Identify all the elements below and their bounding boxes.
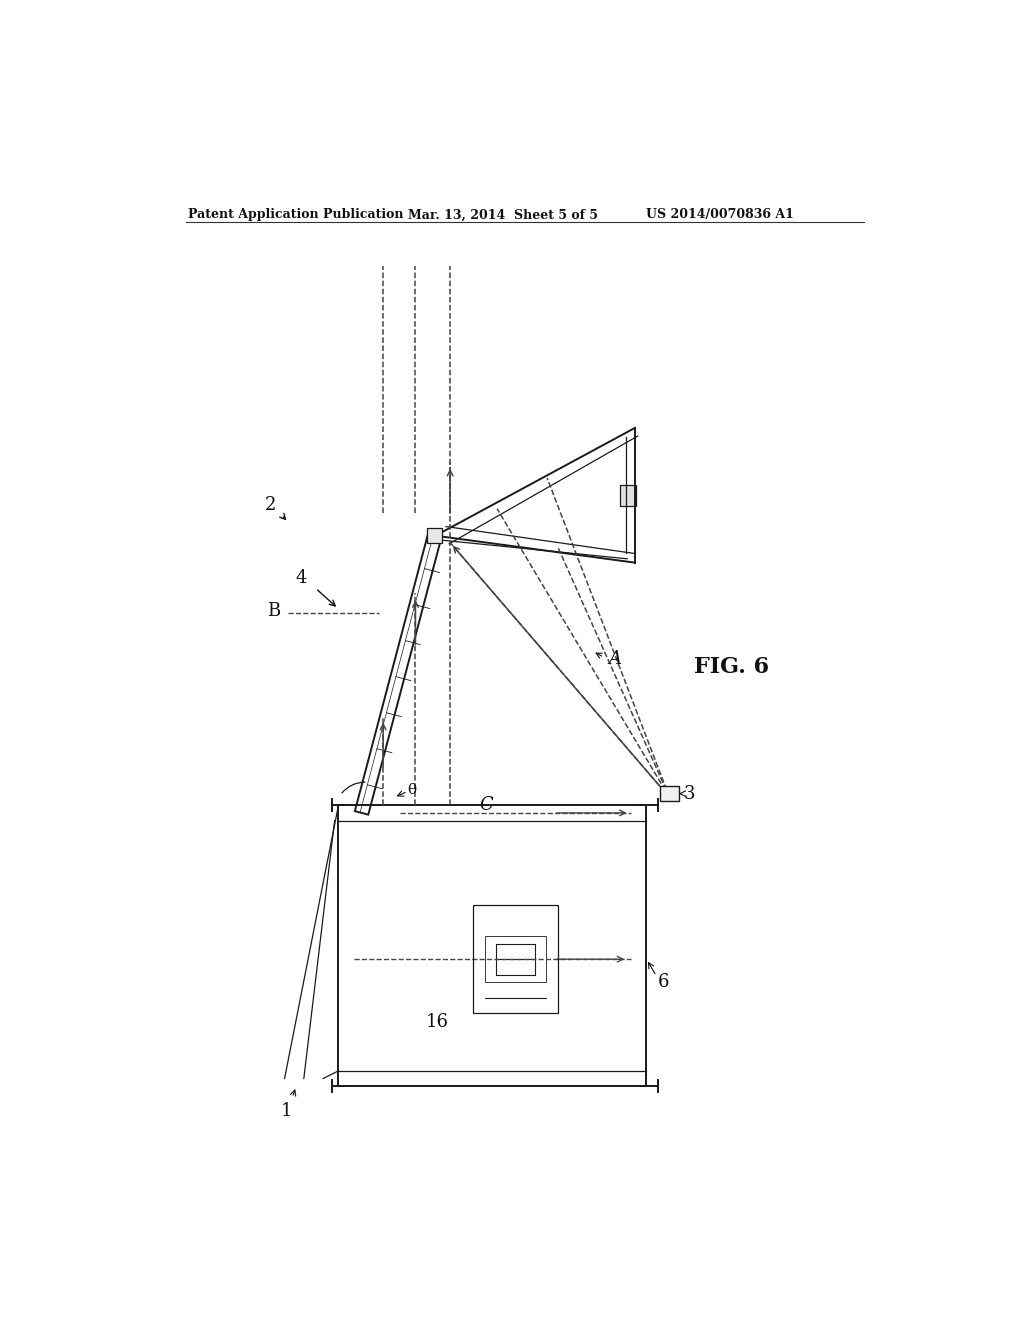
Text: 16: 16 <box>426 1014 449 1031</box>
Text: 4: 4 <box>296 569 307 587</box>
Text: Mar. 13, 2014  Sheet 5 of 5: Mar. 13, 2014 Sheet 5 of 5 <box>408 209 598 222</box>
Text: 2: 2 <box>265 496 276 513</box>
Text: A: A <box>608 649 621 668</box>
Text: Patent Application Publication: Patent Application Publication <box>188 209 403 222</box>
Bar <box>473 906 558 1014</box>
Text: FIG. 6: FIG. 6 <box>693 656 769 677</box>
Bar <box>427 528 442 544</box>
Text: 1: 1 <box>281 1102 292 1119</box>
Text: US 2014/0070836 A1: US 2014/0070836 A1 <box>646 209 795 222</box>
Bar <box>484 936 547 982</box>
Bar <box>660 785 679 801</box>
Bar <box>620 484 637 507</box>
Text: C: C <box>479 796 494 814</box>
Text: θ: θ <box>408 783 416 797</box>
Text: B: B <box>267 602 281 620</box>
Text: 3: 3 <box>683 784 695 803</box>
Text: 6: 6 <box>658 973 670 991</box>
